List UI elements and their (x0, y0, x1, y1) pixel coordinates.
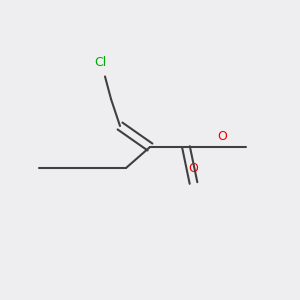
Text: O: O (217, 130, 227, 142)
Text: Cl: Cl (94, 56, 106, 70)
Text: O: O (189, 163, 198, 176)
